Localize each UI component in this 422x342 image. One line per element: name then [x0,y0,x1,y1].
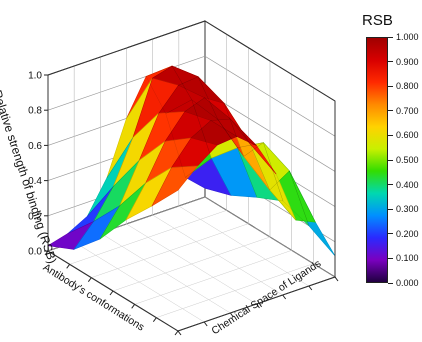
surface-mesh [87,137,134,217]
surface-mesh [73,205,120,250]
colorbar-tick [388,282,393,284]
x-axis-tick [109,290,114,296]
y-axis-tick [203,321,208,327]
y-axis-tick [334,276,339,282]
surface-mesh [204,97,251,145]
x-axis-tick [87,277,92,282]
surface-mesh [126,65,173,119]
colorbar-tick [388,134,393,136]
y-axis-tick [229,312,234,318]
surface-mesh [269,170,316,223]
colorbar-tick [388,36,393,38]
z-axis-tick-label: 0.0 [28,247,42,258]
surface-mesh [171,137,218,168]
surface-mesh [132,77,179,138]
surface-mesh [249,143,296,221]
surface-mesh [184,97,232,121]
surface-mesh [243,142,290,191]
surface-mesh [164,111,212,142]
colorbar-tick-label: 0.000 [396,278,419,288]
surface-mesh [99,182,146,240]
colorbar-tick-label: 0.900 [396,56,419,67]
z-axis-tick-label: 0.4 [28,176,42,187]
surface-mesh [191,99,238,159]
surface-mesh [158,85,205,114]
colorbar-tick [388,184,393,186]
surface-mesh [145,65,193,114]
surface-mesh [119,141,166,207]
colorbar-tick [388,208,393,210]
x-axis-tick [131,304,136,309]
x-axis-tick [152,317,157,322]
surface-mesh [93,160,140,223]
surface-mesh [47,221,95,250]
x-axis-tick [44,250,49,256]
grid-line [178,205,309,287]
surface-mesh [125,166,173,221]
surface-mesh [165,99,212,178]
surface-mesh [152,65,199,86]
colorbar-tick-label: 0.300 [396,204,419,215]
colorbar-tick-label: 0.500 [396,155,419,165]
x-axis-tick [174,330,179,336]
surface-mesh [138,111,186,161]
colorbar-tick-label: 0.700 [396,105,419,116]
colorbar-tick-label: 0.200 [396,228,419,239]
colorbar-tick-label: 0.800 [396,81,419,92]
surface-mesh [106,77,153,179]
axis-edge [204,20,336,102]
surface-mesh [223,103,270,191]
colorbar-tick [388,257,393,259]
colorbar-tick [388,233,393,235]
x-axis-tick [66,264,71,269]
axis-edge [47,20,206,76]
z-axis-tick-label: 1.0 [28,71,42,82]
y-axis-tick [256,303,260,309]
surface-mesh [185,157,232,196]
colorbar-title: RSB [362,12,393,29]
surface-mesh [197,76,244,157]
y-axis-tick [308,285,313,291]
surface-mesh [178,76,225,104]
surface-mesh [217,119,264,157]
z-axis-tick-label: 0.6 [28,141,42,152]
surface-mesh [151,165,199,207]
surface-mesh [190,120,238,146]
surface-mesh [211,147,258,198]
surface-patch [151,165,199,207]
z-axis-tick-label: 0.8 [28,106,42,117]
colorbar-tick [388,110,393,112]
y-axis-tick [177,330,182,336]
y-axis-tick [282,294,287,300]
z-axis-tick-label: 0.2 [28,211,42,222]
surface-mesh [210,118,257,146]
colorbar [366,37,388,283]
surface-mesh [171,65,218,120]
colorbar-tick [388,159,393,161]
colorbar-tick-label: 0.400 [396,179,419,190]
surface-mesh [230,118,277,175]
colorbar-tick-label: 1.000 [396,32,419,42]
colorbar-tick-label: 0.600 [396,130,419,141]
colorbar-tick [388,85,393,87]
colorbar-tick-label: 0.100 [396,253,419,264]
surface-mesh [263,142,310,226]
surface-mesh [237,142,284,202]
surface-mesh [113,113,160,187]
surface-mesh [67,186,114,234]
surface-mesh [145,137,192,184]
colorbar-tick [388,61,393,63]
